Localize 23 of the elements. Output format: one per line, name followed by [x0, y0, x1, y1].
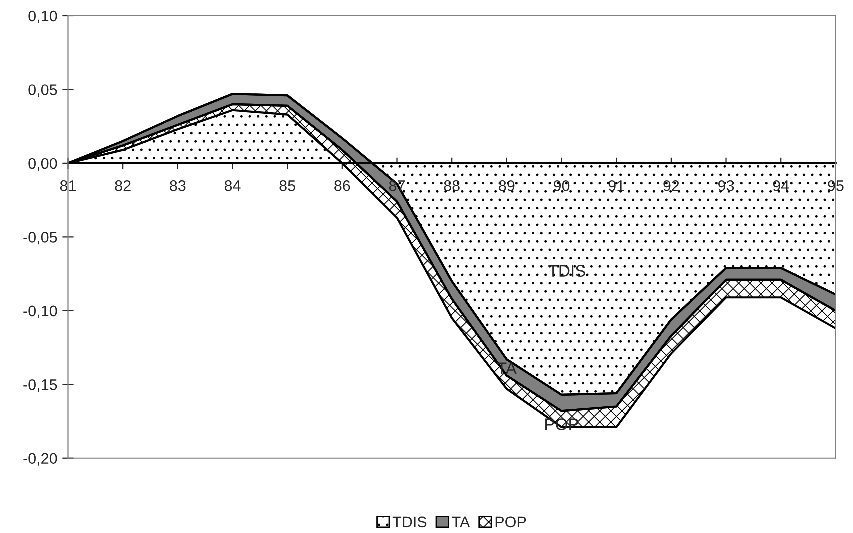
- x-tick-label: 92: [664, 180, 680, 192]
- y-tick-label: 0,10: [28, 10, 58, 24]
- x-tick-label: 88: [444, 180, 460, 192]
- legend-label: TA: [452, 516, 470, 528]
- x-tick-label: 84: [224, 180, 241, 192]
- x-tick-label: 82: [115, 180, 131, 192]
- x-tick-label: 89: [499, 180, 515, 192]
- x-tick-label: 83: [170, 180, 186, 192]
- annotation: TDIS: [548, 265, 586, 278]
- x-tick-label: 91: [608, 180, 624, 192]
- y-tick-label: -0,05: [24, 232, 58, 245]
- y-tick-label: -0,15: [24, 380, 58, 392]
- legend-label: POP: [496, 516, 526, 528]
- x-tick-label: 85: [280, 180, 296, 192]
- y-tick-label: -0,20: [24, 453, 58, 466]
- x-tick-label: 94: [773, 180, 790, 192]
- legend-label: TDIS: [392, 516, 427, 528]
- x-tick-label: 86: [334, 180, 350, 192]
- y-tick-label: -0,10: [24, 306, 58, 318]
- y-tick-label: 0,05: [28, 84, 58, 98]
- y-tick-label: 0,00: [28, 158, 58, 171]
- x-tick-label: 93: [718, 180, 734, 192]
- x-tick-label: 90: [554, 180, 570, 192]
